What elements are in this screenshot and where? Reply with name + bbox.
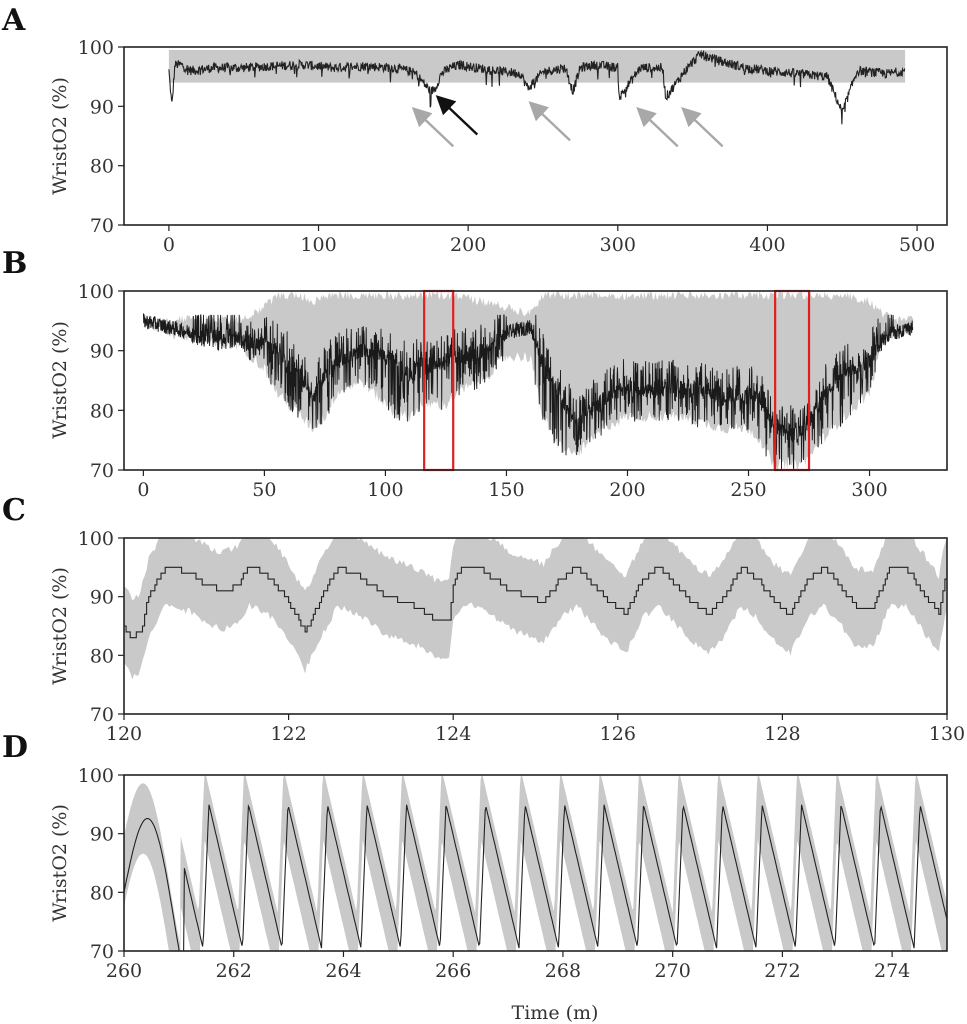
x-tick-label: 270 xyxy=(655,960,691,982)
x-tick-label: 200 xyxy=(609,479,645,501)
annotation-arrow xyxy=(435,95,479,136)
x-tick-label: 300 xyxy=(851,479,887,501)
series-line xyxy=(168,49,906,125)
panel-d: D WristO2 (%) 260 262 264 266 268 270 272 274 70 80… xyxy=(2,730,948,982)
y-tick-label: 80 xyxy=(90,156,114,178)
x-tick-label: 260 xyxy=(106,960,142,982)
panel-letter-d: D xyxy=(2,730,28,765)
annotation-arrow xyxy=(411,107,455,148)
y-tick-label: 100 xyxy=(78,528,114,550)
series-line xyxy=(142,313,914,470)
plot-frame xyxy=(123,46,948,226)
variability-band xyxy=(124,538,947,680)
x-tick-label: 126 xyxy=(600,723,636,745)
x-tick-label: 150 xyxy=(488,479,524,501)
x-tick-label: 0 xyxy=(137,479,149,501)
plot-frame xyxy=(123,290,948,471)
x-tick-label: 500 xyxy=(899,234,935,256)
x-tick-label: 124 xyxy=(435,723,471,745)
series-line xyxy=(124,803,947,951)
plot-frame xyxy=(123,537,948,715)
annotation-arrow xyxy=(681,107,724,148)
x-tick-label: 274 xyxy=(874,960,910,982)
y-axis-title: WristO2 (%) xyxy=(49,77,71,195)
y-tick-label: 90 xyxy=(90,587,114,609)
annotation-arrow xyxy=(636,107,679,148)
panel-letter-b: B xyxy=(2,246,27,281)
x-tick-label: 128 xyxy=(764,723,800,745)
y-tick-label: 100 xyxy=(78,37,114,59)
panel-letter-a: A xyxy=(1,3,26,38)
x-tick-label: 122 xyxy=(270,723,306,745)
y-tick-label: 90 xyxy=(90,96,114,118)
x-axis-title: Time (m) xyxy=(512,1002,599,1024)
panel-letter-c: C xyxy=(2,493,26,528)
x-tick-label: 266 xyxy=(435,960,471,982)
x-tick-label: 100 xyxy=(300,234,336,256)
y-tick-label: 100 xyxy=(78,765,114,787)
y-axis-title: WristO2 (%) xyxy=(49,567,71,685)
x-tick-label: 130 xyxy=(929,723,965,745)
y-axis-title: WristO2 (%) xyxy=(49,804,71,922)
variability-band xyxy=(124,775,947,951)
y-tick-label: 70 xyxy=(90,704,114,726)
x-tick-label: 0 xyxy=(163,234,175,256)
x-tick-label: 200 xyxy=(450,234,486,256)
y-tick-label: 100 xyxy=(78,281,114,303)
y-tick-label: 80 xyxy=(90,400,114,422)
x-tick-label: 400 xyxy=(749,234,785,256)
x-tick-label: 262 xyxy=(216,960,252,982)
x-tick-label: 120 xyxy=(106,723,142,745)
plot-frame xyxy=(123,774,948,952)
x-tick-label: 100 xyxy=(367,479,403,501)
series-line xyxy=(124,566,947,639)
x-tick-label: 50 xyxy=(252,479,276,501)
y-tick-label: 70 xyxy=(90,215,114,237)
panel-b: B WristO2 (%) 0 50 100 150 200 250 300 70 80 90 100 xyxy=(2,246,948,501)
annotation-arrow xyxy=(528,101,571,142)
y-tick-label: 70 xyxy=(90,460,114,482)
y-tick-label: 90 xyxy=(90,341,114,363)
y-tick-label: 80 xyxy=(90,882,114,904)
x-tick-label: 250 xyxy=(730,479,766,501)
panel-c: C WristO2 (%) 120 122 124 126 128 130 70 80 90 100 xyxy=(2,493,965,745)
panel-a: A WristO2 (%) 0 100 200 300 400 500 70 80 90 100 xyxy=(1,3,948,256)
y-axis-title: WristO2 (%) xyxy=(49,321,71,439)
x-tick-label: 272 xyxy=(764,960,800,982)
y-tick-label: 80 xyxy=(90,645,114,667)
x-tick-label: 268 xyxy=(545,960,581,982)
x-tick-label: 264 xyxy=(325,960,361,982)
y-tick-label: 90 xyxy=(90,824,114,846)
x-tick-label: 300 xyxy=(600,234,636,256)
y-tick-label: 70 xyxy=(90,941,114,963)
